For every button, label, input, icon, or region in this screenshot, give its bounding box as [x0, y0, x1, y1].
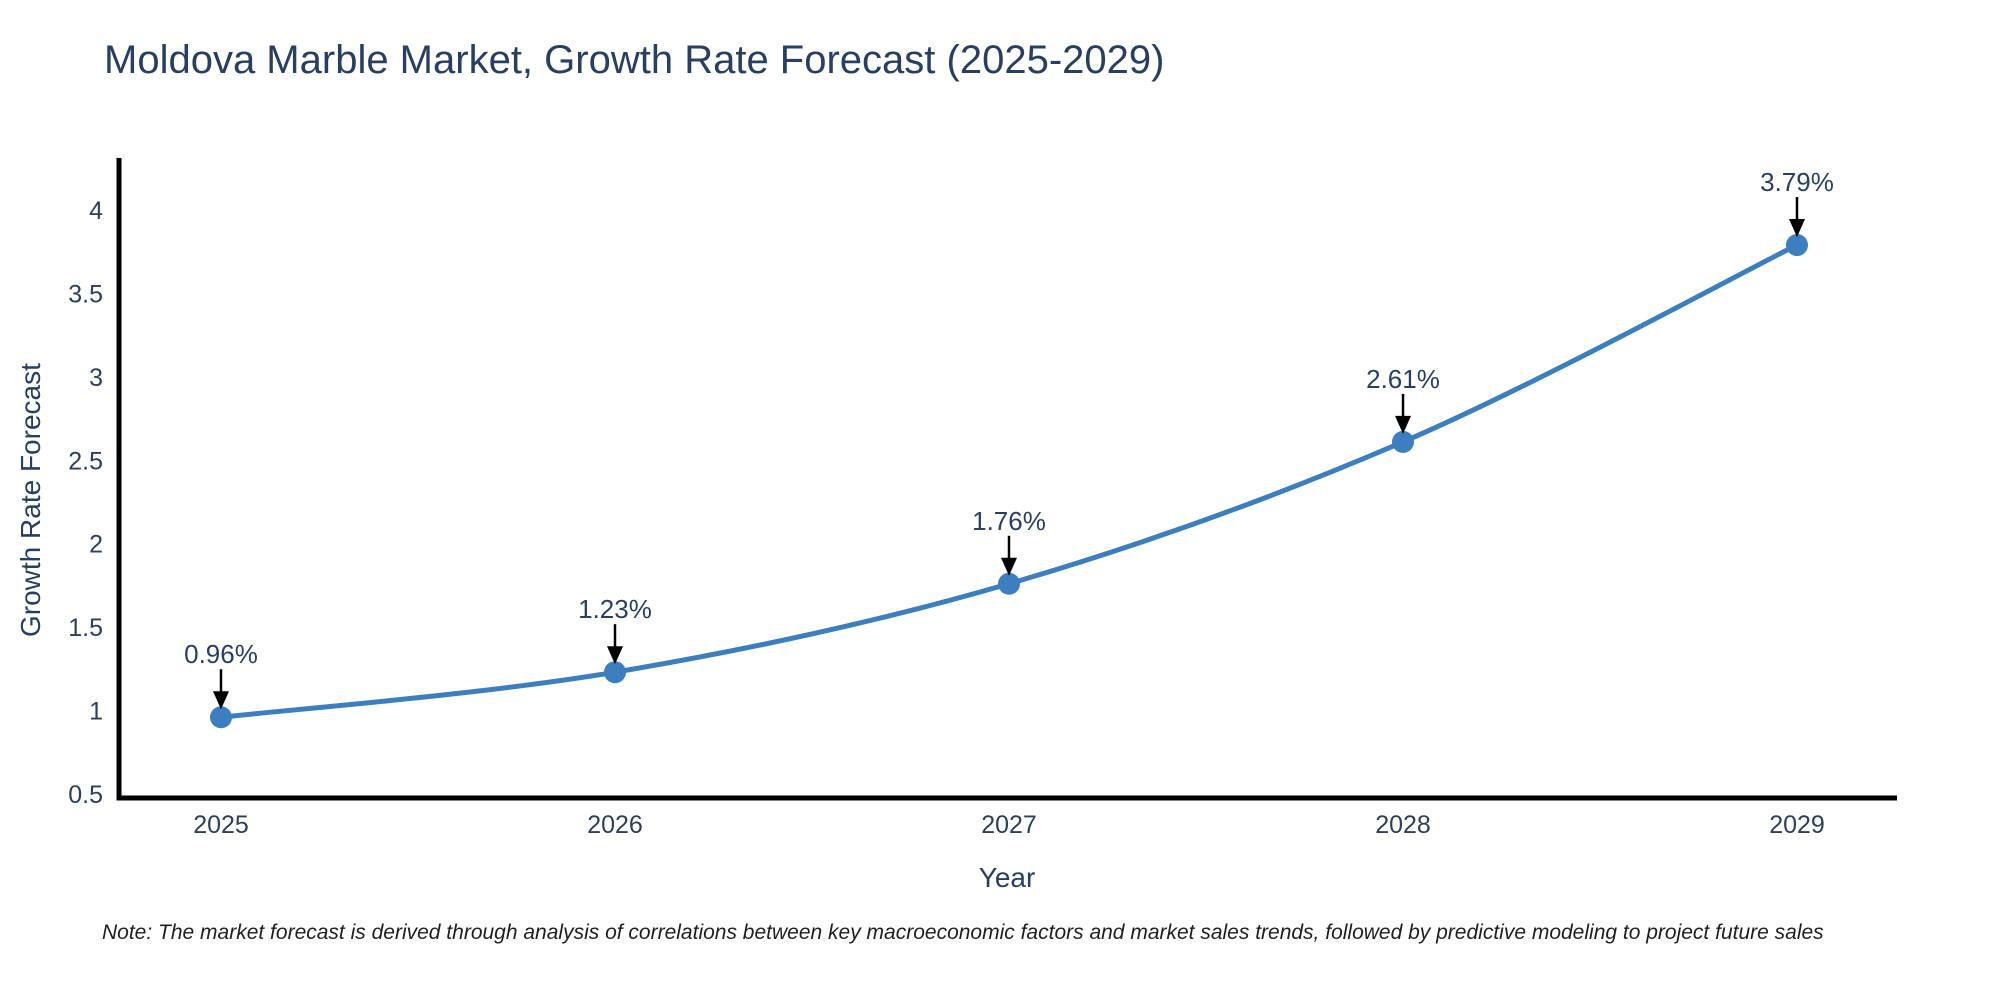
y-tick-3.5: 3.5	[68, 280, 103, 308]
annotation-arrowhead-2026	[607, 646, 623, 665]
annotation-label-2026: 1.23%	[578, 594, 652, 624]
data-point-2028	[1392, 430, 1414, 453]
data-point-2027	[998, 572, 1020, 595]
y-tick-1.5: 1.5	[68, 614, 103, 642]
annotation-label-2027: 1.76%	[972, 506, 1046, 536]
x-tick-2025: 2025	[193, 811, 249, 839]
y-tick-0.5: 0.5	[68, 781, 103, 809]
chart-title: Moldova Marble Market, Growth Rate Forec…	[104, 38, 1165, 82]
annotation-arrowhead-2025	[213, 691, 229, 710]
x-tick-2027: 2027	[981, 811, 1037, 839]
y-tick-4: 4	[89, 197, 103, 225]
y-tick-2.5: 2.5	[68, 447, 103, 475]
data-point-2029	[1786, 234, 1808, 257]
x-tick-2029: 2029	[1769, 811, 1825, 839]
chart-footnote: Note: The market forecast is derived thr…	[102, 921, 1824, 944]
y-tick-3: 3	[89, 364, 103, 392]
y-tick-2: 2	[89, 531, 103, 559]
annotation-arrowhead-2029	[1789, 219, 1805, 238]
annotation-label-2029: 3.79%	[1760, 167, 1834, 197]
annotation-label-2025: 0.96%	[184, 639, 258, 669]
data-point-2025	[210, 706, 232, 729]
x-tick-2028: 2028	[1375, 811, 1431, 839]
annotation-label-2028: 2.61%	[1366, 364, 1440, 394]
annotation-arrowhead-2028	[1395, 415, 1411, 434]
data-point-2026	[604, 661, 626, 684]
x-tick-2026: 2026	[587, 811, 643, 839]
y-tick-1: 1	[89, 698, 103, 726]
x-axis-title: Year	[978, 862, 1036, 893]
series-line	[220, 242, 1799, 720]
annotation-arrowhead-2027	[1001, 557, 1017, 576]
